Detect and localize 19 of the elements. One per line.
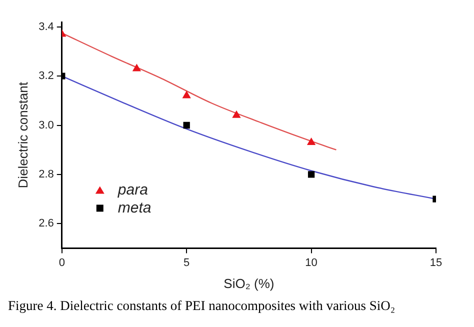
x-tick-label: 0 [58, 256, 65, 269]
point [183, 122, 190, 129]
x-tick-label: 10 [305, 256, 318, 269]
point [232, 110, 240, 118]
point [182, 91, 191, 98]
y-tick-label: 2.8 [38, 168, 54, 180]
x-tick-label: 15 [430, 256, 442, 269]
y-tick-label: 3.0 [38, 119, 54, 132]
y-axis-title: Dielectric constant [15, 82, 30, 188]
point [307, 138, 316, 145]
legend-label: meta [118, 199, 152, 216]
point [132, 64, 141, 72]
x-axis-title: SiO₂ (%) [224, 276, 274, 291]
y-tick-label: 2.6 [38, 218, 54, 230]
x-tick-label: 5 [184, 256, 190, 269]
legend-label: para [116, 181, 148, 198]
y-tick-label: 3.2 [38, 70, 54, 82]
caption: Figure 4. Dielectric constants of PEI nanocomposites with various SiO₂ [8, 298, 396, 314]
y-tick-label: 3.4 [38, 20, 54, 33]
